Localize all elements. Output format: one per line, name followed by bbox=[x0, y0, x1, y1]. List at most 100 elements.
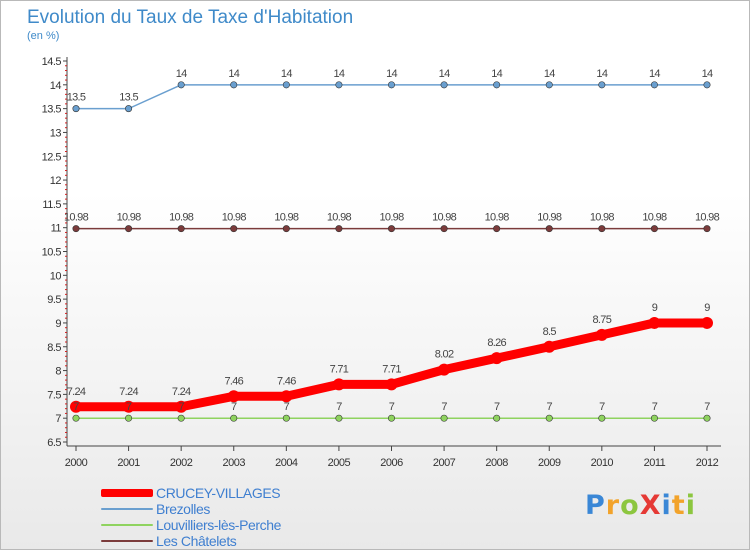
data-point bbox=[598, 225, 606, 233]
y-tick-label: 10.5 bbox=[42, 247, 62, 259]
y-tick-label: 7 bbox=[55, 413, 61, 425]
legend-swatch bbox=[101, 524, 153, 526]
legend-swatch bbox=[101, 540, 153, 542]
data-point bbox=[125, 105, 133, 113]
data-point bbox=[70, 400, 82, 413]
series-layer bbox=[70, 81, 713, 422]
y-tick-label: 8 bbox=[55, 366, 61, 378]
data-label: 8.02 bbox=[435, 349, 454, 361]
data-label: 10.98 bbox=[590, 212, 615, 224]
y-tick-label: 14.5 bbox=[42, 56, 62, 68]
y-tick-label: 11 bbox=[51, 223, 62, 235]
data-label: 14 bbox=[439, 68, 450, 80]
data-label: 7 bbox=[389, 401, 395, 413]
legend-label: Les Châtelets bbox=[156, 533, 237, 549]
x-tick-label: 2006 bbox=[380, 457, 403, 469]
data-label: 7 bbox=[73, 401, 79, 413]
x-tick-label: 2003 bbox=[223, 457, 246, 469]
data-label: 7 bbox=[441, 401, 447, 413]
data-point bbox=[227, 390, 240, 403]
x-tick-label: 2000 bbox=[65, 457, 88, 469]
logo-letter: i bbox=[685, 490, 696, 521]
data-point bbox=[440, 414, 448, 422]
legend-label: CRUCEY-VILLAGES bbox=[156, 485, 281, 501]
data-label: 10.98 bbox=[64, 212, 89, 224]
legend-swatch bbox=[101, 508, 153, 510]
data-label: 9 bbox=[652, 302, 658, 314]
x-tick-label: 2004 bbox=[275, 457, 298, 469]
chart-subtitle: (en %) bbox=[27, 30, 60, 42]
data-point bbox=[595, 328, 608, 341]
data-label: 7.46 bbox=[224, 375, 243, 387]
x-tick-label: 2001 bbox=[117, 457, 140, 469]
x-tick-label: 2002 bbox=[170, 457, 193, 469]
x-tick-label: 2008 bbox=[485, 457, 508, 469]
logo-letter: X bbox=[639, 490, 662, 521]
data-label: 10.98 bbox=[432, 212, 457, 224]
data-point bbox=[493, 225, 501, 233]
data-point bbox=[545, 414, 553, 422]
data-label: 7 bbox=[284, 401, 290, 413]
data-label: 7.24 bbox=[67, 386, 86, 398]
data-point bbox=[701, 316, 713, 329]
data-point bbox=[385, 378, 398, 391]
legend-label: Louvilliers-lès-Perche bbox=[156, 517, 282, 533]
data-label: 7 bbox=[547, 401, 553, 413]
data-label: 10.98 bbox=[274, 212, 299, 224]
data-label: 7.71 bbox=[382, 363, 401, 375]
data-label: 9 bbox=[704, 302, 710, 314]
data-label: 10.98 bbox=[117, 212, 142, 224]
data-point bbox=[440, 225, 448, 233]
data-point bbox=[703, 225, 711, 233]
data-point bbox=[122, 400, 135, 413]
data-point bbox=[72, 105, 80, 113]
data-label: 14 bbox=[176, 68, 187, 80]
data-point bbox=[335, 414, 343, 422]
data-point bbox=[332, 378, 345, 391]
y-tick-label: 6.5 bbox=[47, 437, 61, 449]
data-label: 7 bbox=[126, 401, 132, 413]
data-label: 7 bbox=[704, 401, 710, 413]
data-point bbox=[650, 225, 658, 233]
data-label: 14 bbox=[386, 68, 397, 80]
data-point bbox=[335, 225, 343, 233]
logo-letter: o bbox=[620, 490, 640, 521]
data-point bbox=[545, 225, 553, 233]
data-label: 14 bbox=[491, 68, 502, 80]
series-line-brezolles bbox=[75, 84, 708, 110]
data-point bbox=[387, 414, 395, 422]
data-point bbox=[177, 414, 185, 422]
y-tick-label: 13.5 bbox=[42, 104, 62, 116]
data-label: 14 bbox=[228, 68, 239, 80]
data-label: 10.98 bbox=[537, 212, 562, 224]
y-tick-label: 10 bbox=[50, 270, 62, 282]
data-point bbox=[230, 81, 238, 89]
data-point bbox=[280, 390, 293, 403]
y-tick-label: 11.5 bbox=[42, 199, 61, 211]
data-label: 13.5 bbox=[67, 92, 86, 104]
data-point bbox=[335, 81, 343, 89]
data-label: 14 bbox=[649, 68, 660, 80]
data-point bbox=[650, 81, 658, 89]
data-label: 10.98 bbox=[695, 212, 720, 224]
legend-label: Brezolles bbox=[156, 501, 210, 517]
axes: 6.577.588.599.51010.51111.51212.51313.51… bbox=[42, 56, 721, 469]
data-label: 7.24 bbox=[172, 386, 191, 398]
data-point bbox=[493, 81, 501, 89]
x-tick-label: 2005 bbox=[328, 457, 351, 469]
logo-letter: t bbox=[671, 490, 686, 521]
data-point bbox=[440, 81, 448, 89]
data-label: 7.71 bbox=[330, 363, 349, 375]
y-tick-label: 13 bbox=[50, 127, 62, 139]
data-point bbox=[230, 225, 238, 233]
y-tick-label: 9 bbox=[55, 318, 61, 330]
data-label: 10.98 bbox=[327, 212, 352, 224]
data-label: 14 bbox=[596, 68, 607, 80]
data-point bbox=[650, 414, 658, 422]
y-tick-label: 14 bbox=[50, 80, 62, 92]
x-tick-label: 2009 bbox=[538, 457, 561, 469]
data-label: 14 bbox=[702, 68, 713, 80]
y-tick-label: 12 bbox=[50, 175, 62, 187]
data-point bbox=[703, 81, 711, 89]
data-label: 7 bbox=[231, 401, 237, 413]
